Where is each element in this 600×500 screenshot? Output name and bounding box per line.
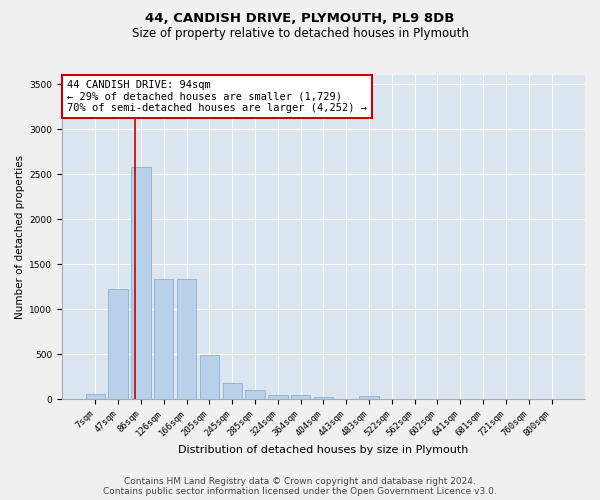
Bar	[177, 280, 196, 399]
Text: Contains HM Land Registry data © Crown copyright and database right 2024.: Contains HM Land Registry data © Crown c…	[124, 477, 476, 486]
Text: Size of property relative to detached houses in Plymouth: Size of property relative to detached ho…	[131, 28, 469, 40]
Bar	[154, 280, 173, 399]
Y-axis label: Number of detached properties: Number of detached properties	[15, 155, 25, 319]
Bar	[200, 355, 219, 399]
X-axis label: Distribution of detached houses by size in Plymouth: Distribution of detached houses by size …	[178, 445, 469, 455]
Text: Contains public sector information licensed under the Open Government Licence v3: Contains public sector information licen…	[103, 487, 497, 496]
Text: 44, CANDISH DRIVE, PLYMOUTH, PL9 8DB: 44, CANDISH DRIVE, PLYMOUTH, PL9 8DB	[145, 12, 455, 26]
Bar	[291, 395, 310, 399]
Bar	[314, 396, 333, 399]
Bar	[86, 394, 105, 399]
Bar	[268, 394, 287, 399]
Bar	[223, 382, 242, 399]
Bar	[359, 396, 379, 399]
Bar	[245, 390, 265, 399]
Bar	[109, 290, 128, 399]
Bar	[131, 167, 151, 399]
Text: 44 CANDISH DRIVE: 94sqm
← 29% of detached houses are smaller (1,729)
70% of semi: 44 CANDISH DRIVE: 94sqm ← 29% of detache…	[67, 80, 367, 113]
